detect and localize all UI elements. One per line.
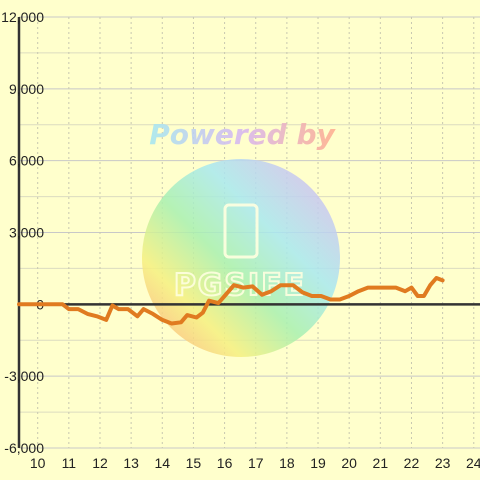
- x-tick-label: 19: [310, 455, 326, 471]
- watermark: Powered by PGSIFE: [142, 118, 340, 357]
- watermark-powered-text: Powered by: [149, 118, 336, 151]
- series: [17, 276, 445, 326]
- y-tick-label: 9,000: [9, 81, 44, 97]
- x-tick-label: 21: [373, 455, 389, 471]
- x-tick-label: 20: [341, 455, 357, 471]
- y-tick-label: -6,000: [4, 440, 44, 456]
- y-tick-label: -3,000: [4, 368, 44, 384]
- x-tick-label: 14: [154, 455, 170, 471]
- y-tick-label: 12,000: [1, 9, 44, 25]
- axes: [17, 17, 480, 448]
- x-tick-label: 15: [186, 455, 202, 471]
- series-line-0: [17, 276, 445, 326]
- x-tick-label: 24: [466, 455, 480, 471]
- x-tick-label: 11: [62, 455, 77, 471]
- x-tick-label: 13: [123, 455, 139, 471]
- x-tick-label: 10: [30, 455, 46, 471]
- x-tick-label: 17: [248, 455, 264, 471]
- x-tick-label: 22: [404, 455, 420, 471]
- watermark-phone-icon: [223, 203, 259, 259]
- x-tick-label: 16: [217, 455, 233, 471]
- x-tick-label: 23: [435, 455, 451, 471]
- y-tick-label: 6,000: [9, 153, 44, 169]
- x-tick-label: 12: [92, 455, 108, 471]
- y-tick-label: 3,000: [9, 225, 44, 241]
- x-tick-label: 18: [279, 455, 295, 471]
